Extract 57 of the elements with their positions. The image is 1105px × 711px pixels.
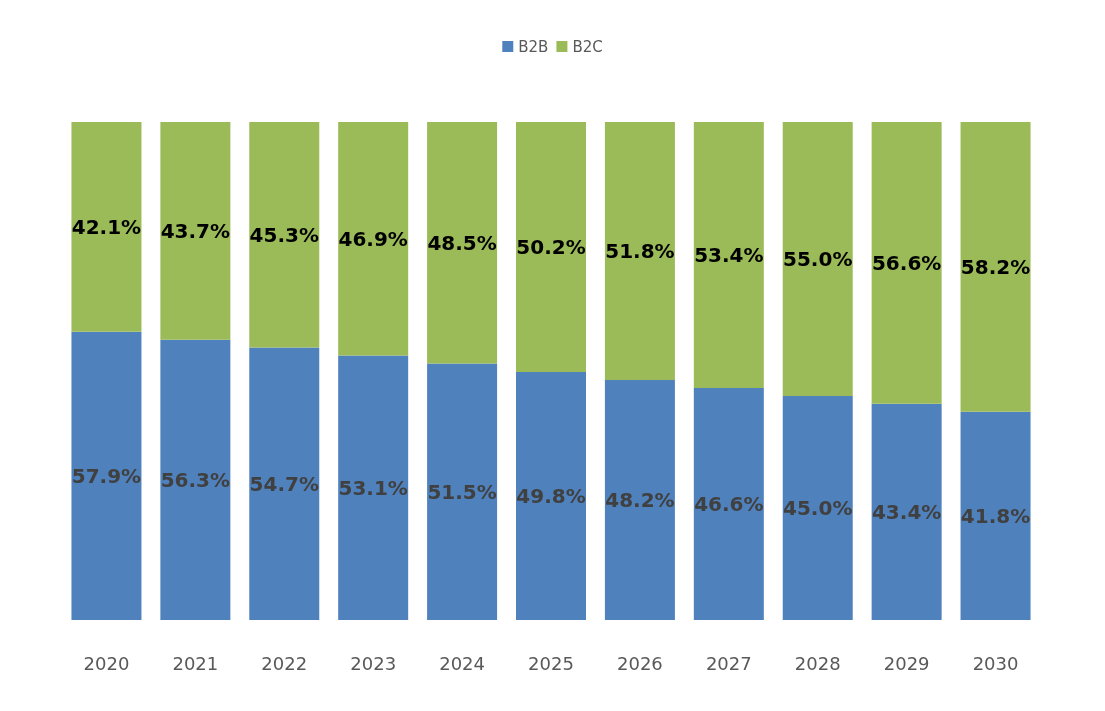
x-tick-label: 2023 — [350, 652, 397, 674]
bar — [782, 395, 853, 620]
x-tick-label: 2020 — [83, 652, 130, 674]
bar — [693, 122, 764, 388]
data-label: 45.0% — [783, 495, 853, 520]
x-tick-label: 2026 — [617, 652, 663, 674]
data-label: 55.0% — [783, 246, 853, 271]
data-label: 56.6% — [871, 250, 942, 275]
bar — [249, 122, 320, 348]
legend-label: B2B — [518, 37, 549, 56]
data-label: 46.9% — [338, 226, 408, 251]
bar — [604, 122, 675, 380]
bar — [871, 403, 942, 620]
bar — [338, 122, 409, 356]
data-label: 48.2% — [605, 487, 675, 512]
data-label: 50.2% — [516, 235, 586, 259]
x-tick-label: 2024 — [439, 652, 485, 674]
data-label: 45.3% — [249, 222, 319, 247]
bar — [782, 122, 853, 396]
x-tick-label: 2021 — [172, 652, 219, 674]
x-tick-label: 2027 — [705, 652, 752, 674]
x-tick-label: 2028 — [794, 652, 841, 674]
x-tick-label: 2025 — [528, 652, 574, 674]
bar — [516, 122, 586, 372]
legend-label: B2C — [572, 37, 603, 56]
bar — [516, 372, 586, 620]
bar — [160, 339, 231, 620]
bar — [427, 122, 498, 364]
data-label: 56.3% — [160, 467, 231, 492]
data-label: 43.4% — [871, 499, 942, 524]
data-label: 41.8% — [960, 503, 1031, 528]
data-label: 48.5% — [427, 230, 497, 255]
bar — [160, 122, 231, 340]
data-label: 58.2% — [960, 254, 1031, 279]
data-label: 43.7% — [160, 218, 231, 243]
data-label: 42.1% — [71, 214, 142, 239]
bar — [604, 379, 675, 620]
x-tick-label: 2029 — [883, 652, 930, 674]
data-label: 46.6% — [694, 491, 764, 516]
bar — [693, 387, 764, 620]
x-tick-label: 2022 — [261, 652, 308, 674]
bar — [71, 331, 142, 620]
data-label: 54.7% — [249, 471, 319, 496]
data-label: 57.9% — [71, 463, 142, 488]
bar — [71, 122, 142, 332]
bar — [338, 355, 409, 620]
data-label: 53.1% — [338, 475, 408, 500]
data-label: 53.4% — [694, 242, 764, 267]
x-tick-label: 2030 — [972, 652, 1019, 674]
data-label: 51.5% — [427, 479, 497, 504]
bar — [871, 122, 942, 404]
bar — [249, 347, 320, 620]
data-label: 51.8% — [605, 238, 675, 263]
bar — [960, 411, 1031, 620]
data-label: 49.8% — [516, 484, 586, 508]
bar — [427, 363, 498, 620]
bar — [960, 122, 1031, 412]
